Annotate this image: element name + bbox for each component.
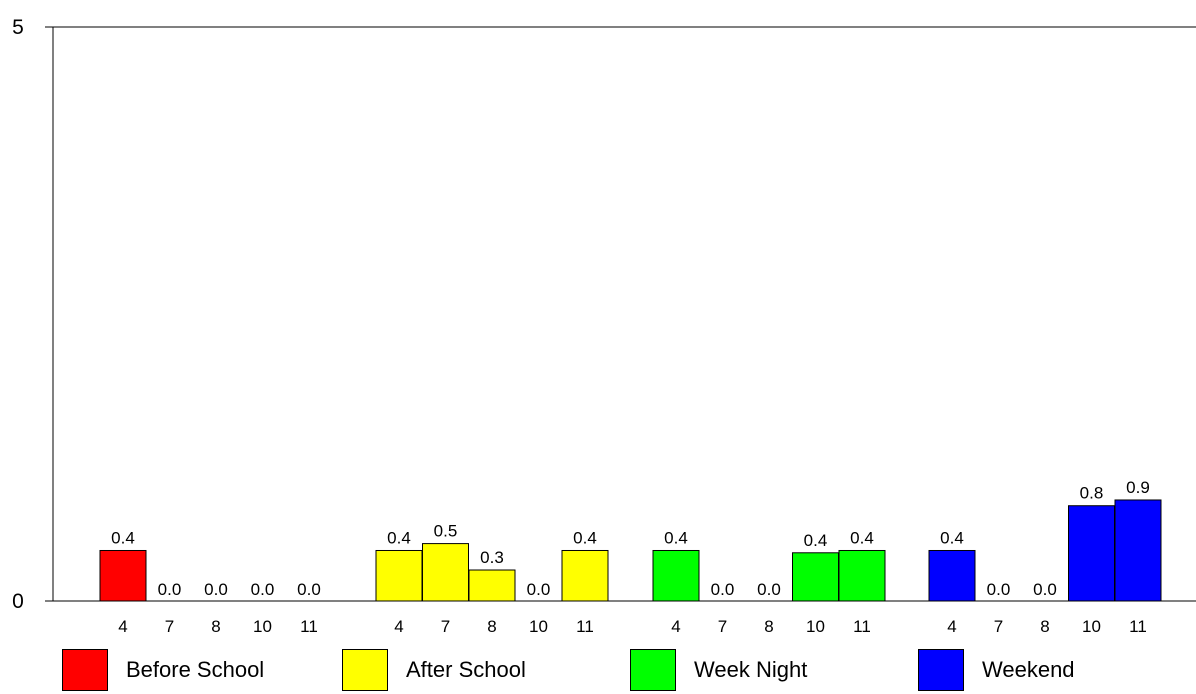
x-tick-label: 10 (253, 617, 272, 636)
x-tick-label: 4 (671, 617, 680, 636)
data-label: 0.4 (387, 528, 411, 547)
x-tick-label: 11 (576, 617, 594, 636)
data-label: 0.0 (158, 580, 182, 599)
legend-swatch (630, 649, 676, 691)
data-label: 0.0 (204, 580, 228, 599)
bar (422, 543, 469, 602)
data-label: 0.0 (711, 580, 735, 599)
legend-swatch (62, 649, 108, 691)
data-label: 0.4 (573, 528, 597, 547)
bar (468, 569, 516, 602)
x-tick-label: 10 (529, 617, 548, 636)
legend-item: Week Night (630, 648, 807, 692)
x-tick-label: 10 (806, 617, 825, 636)
x-tick-labels: 4 7 8 10 11 4 7 8 10 11 4 7 8 10 11 4 7 8 10 11 (118, 617, 1147, 636)
data-label: 0.4 (111, 528, 135, 547)
bar (1114, 499, 1162, 602)
bar (99, 549, 147, 602)
x-tick-label: 8 (211, 617, 220, 636)
x-tick-label: 11 (1129, 617, 1147, 636)
bar (792, 552, 839, 602)
bar (561, 549, 609, 602)
legend-label: Week Night (694, 657, 808, 682)
x-tick-label: 7 (441, 617, 450, 636)
data-label: 0.4 (804, 531, 828, 550)
bar (838, 549, 886, 602)
data-label: 0.0 (251, 580, 275, 599)
data-label: 0.4 (664, 528, 688, 547)
legend-item: Weekend (918, 648, 1075, 692)
legend-item: Before School (62, 648, 264, 692)
legend-label: After School (406, 657, 526, 682)
data-label: 0.0 (1033, 580, 1057, 599)
x-tick-label: 8 (764, 617, 773, 636)
y-tick-label: 5 (12, 16, 24, 39)
legend-item: After School (342, 648, 526, 692)
x-tick-label: 7 (165, 617, 174, 636)
x-tick-label: 11 (300, 617, 318, 636)
bar (652, 549, 700, 602)
x-tick-label: 4 (947, 617, 956, 636)
data-label: 0.4 (850, 528, 874, 547)
x-tick-label: 10 (1082, 617, 1101, 636)
y-tick-label: 0 (12, 590, 24, 613)
legend-label: Before School (126, 657, 265, 682)
bar (375, 549, 423, 602)
x-tick-label: 7 (994, 617, 1003, 636)
data-label: 0.5 (434, 522, 458, 541)
data-label: 0.0 (527, 580, 551, 599)
x-tick-label: 7 (718, 617, 727, 636)
legend-label: Weekend (982, 657, 1075, 682)
bar-chart: 05 0.40.0 0.0 0.0 0.00.4 0.50.30.00.4 0.40.0 0… (12, 16, 1196, 636)
data-label: 0.9 (1126, 478, 1150, 497)
bar (928, 549, 976, 602)
data-label: 0.8 (1080, 484, 1104, 503)
data-label: 0.3 (480, 548, 504, 567)
data-label: 0.4 (940, 528, 964, 547)
legend-swatch (918, 649, 964, 691)
bars (99, 499, 1162, 602)
legend: Before School After School Week Night Weeke… (0, 648, 1196, 694)
axes: 05 (12, 16, 1196, 613)
x-tick-label: 8 (1040, 617, 1049, 636)
x-tick-label: 4 (394, 617, 403, 636)
x-tick-label: 8 (487, 617, 496, 636)
bar (1068, 505, 1115, 602)
data-label: 0.0 (757, 580, 781, 599)
value-labels: 0.4 0.0 0.0 0.0 0.0 0.4 0.5 0.3 0.0 0.4 0.4 0.0 0.0 0… (111, 478, 1150, 599)
data-label: 0.0 (987, 580, 1011, 599)
data-label: 0.0 (297, 580, 321, 599)
x-tick-label: 4 (118, 617, 127, 636)
legend-swatch (342, 649, 388, 691)
x-tick-label: 11 (853, 617, 871, 636)
